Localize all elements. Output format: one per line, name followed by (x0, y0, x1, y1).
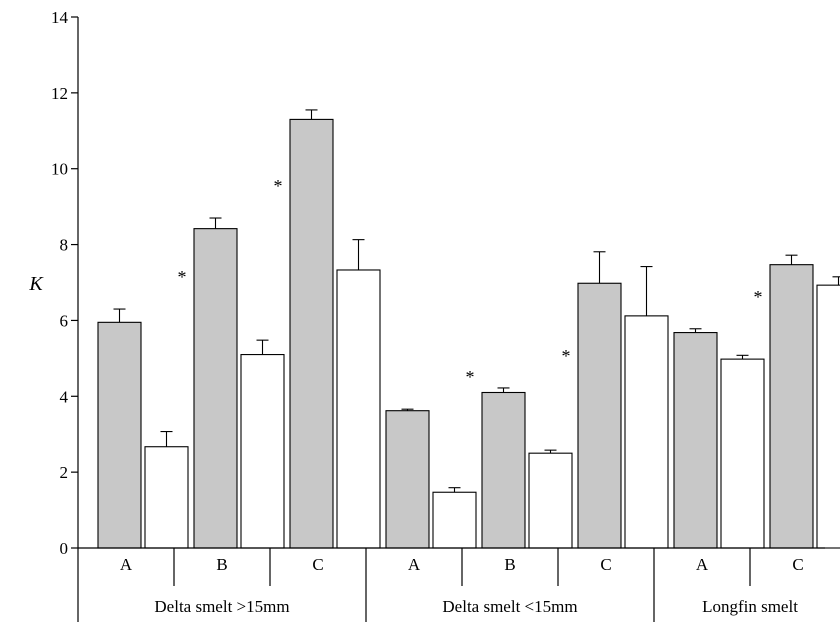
bar-gray (193, 228, 238, 549)
x-category-label: B (216, 555, 227, 574)
x-group-label: Longfin smelt (702, 597, 798, 616)
x-group-label: Delta smelt <15mm (442, 597, 577, 616)
bar-gray (673, 332, 718, 549)
bar-gray (481, 391, 526, 549)
bar-white (144, 446, 189, 549)
x-category-label: A (120, 555, 133, 574)
bar-white (528, 452, 573, 549)
y-axis-label: K (28, 273, 44, 295)
x-axis: A B C Delta smelt >15mm A B C Delta smelt <15mm… (77, 547, 825, 622)
significance-star: * (274, 176, 283, 196)
significance-star: * (754, 287, 763, 307)
bar-white (720, 358, 765, 549)
x-category-label: C (792, 555, 803, 574)
bar-white (432, 491, 477, 549)
x-group-label: Delta smelt >15mm (154, 597, 289, 616)
significance-star: * (562, 346, 571, 366)
y-tick-label: 14 (51, 8, 69, 27)
bar-gray (97, 321, 142, 549)
y-tick-label: 8 (60, 236, 69, 255)
bar-gray (577, 282, 622, 549)
bar-gray (289, 118, 334, 549)
bar-gray (769, 264, 814, 549)
y-tick-label: 12 (51, 84, 68, 103)
x-category-label: B (504, 555, 515, 574)
y-tick-label: 0 (60, 539, 69, 558)
bar-white (816, 284, 840, 549)
y-tick-label: 6 (60, 311, 69, 330)
y-tick-label: 10 (51, 160, 68, 179)
x-category-label: A (696, 555, 709, 574)
x-category-label: C (312, 555, 323, 574)
bar-gray (385, 410, 430, 549)
x-category-label: A (408, 555, 421, 574)
bar-white (240, 354, 285, 549)
bars: ****** (97, 109, 840, 549)
x-category-label: C (600, 555, 611, 574)
bar-white (624, 315, 669, 549)
significance-star: * (178, 267, 187, 287)
bar-white (336, 269, 381, 549)
y-tick-label: 4 (60, 387, 69, 406)
y-tick-label: 2 (60, 463, 69, 482)
y-axis: 0 2 4 6 8 10 12 14 (51, 8, 79, 558)
significance-star: * (466, 367, 475, 387)
